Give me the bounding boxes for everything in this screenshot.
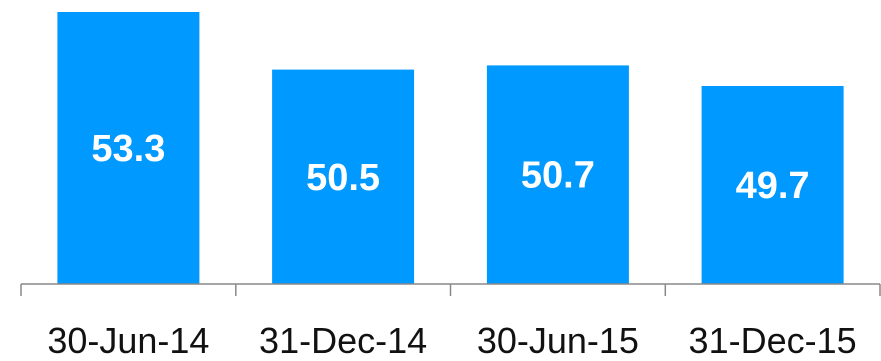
x-tick-label: 31-Dec-15 [689,320,857,361]
x-tick-label: 30-Jun-15 [477,320,639,361]
bar-value-label: 50.5 [306,157,380,199]
x-tick-labels: 30-Jun-14 31-Dec-14 30-Jun-15 31-Dec-15 [47,320,856,361]
x-axis [20,283,881,296]
x-tick-label: 31-Dec-14 [259,320,427,361]
bar-30-jun-15 [486,65,629,285]
bar-value-label: 53.3 [91,128,165,170]
bar-31-dec-14 [272,69,415,284]
bar-31-dec-15 [701,86,844,284]
bar-value-label: 50.7 [521,155,595,197]
x-tick-label: 30-Jun-14 [47,320,209,361]
bar-value-label: 49.7 [736,165,810,207]
bar-30-jun-14 [57,12,200,284]
bars-group: 53.3 50.5 50.7 49.7 [57,12,844,285]
